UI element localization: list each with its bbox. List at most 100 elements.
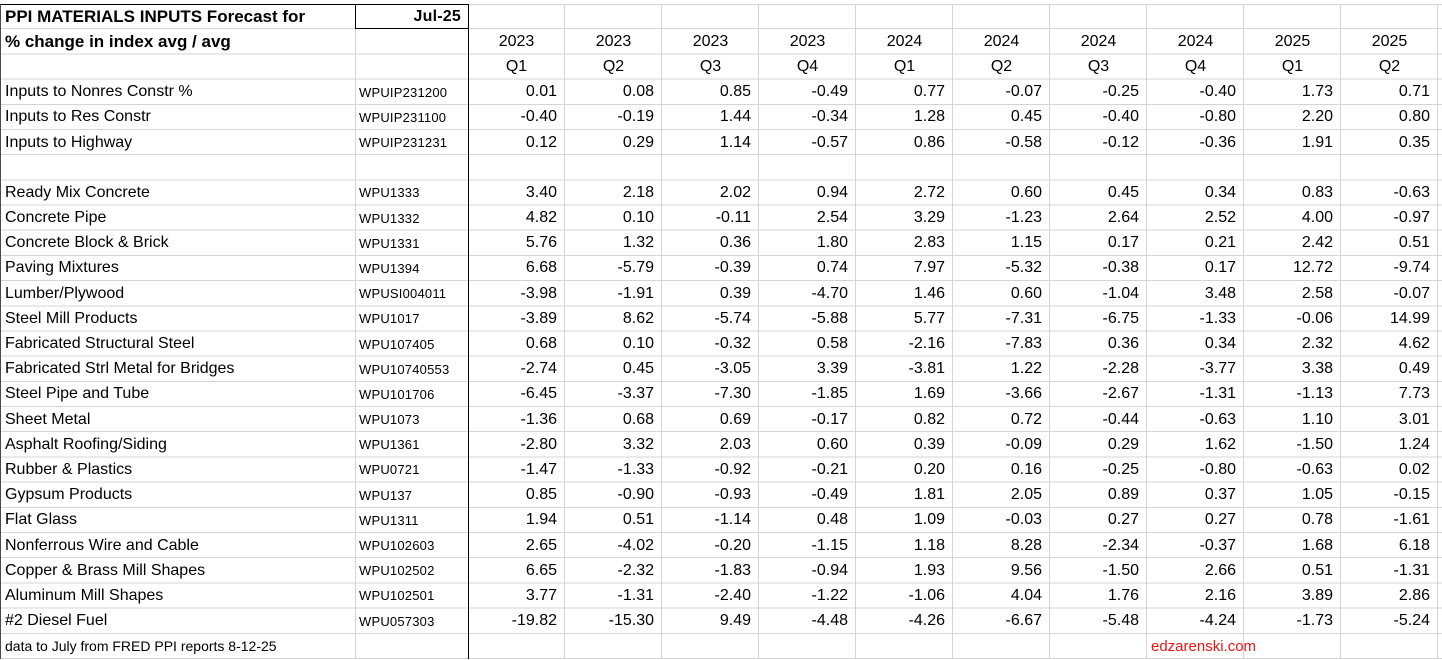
value-cell[interactable]: -0.19 — [617, 108, 654, 126]
series-code-cell[interactable]: WPUIP231200 — [359, 84, 448, 100]
value-cell[interactable]: -3.05 — [714, 360, 751, 378]
value-cell[interactable]: 0.10 — [622, 209, 654, 227]
value-cell[interactable]: -2.16 — [908, 335, 945, 353]
value-cell[interactable]: -3.98 — [520, 284, 557, 302]
value-cell[interactable]: 2.64 — [1107, 209, 1139, 227]
value-cell[interactable]: 2.02 — [719, 183, 751, 201]
row-label-cell[interactable]: Copper & Brass Mill Shapes — [5, 561, 206, 579]
value-cell[interactable]: 4.62 — [1398, 335, 1430, 353]
row-label-cell[interactable]: Concrete Block & Brick — [5, 234, 169, 252]
value-cell[interactable]: 7.73 — [1398, 385, 1430, 403]
value-cell[interactable]: 4.04 — [1010, 586, 1042, 604]
value-cell[interactable]: -5.74 — [714, 309, 751, 327]
value-cell[interactable]: -1.85 — [811, 385, 848, 403]
row-label-cell[interactable]: Sheet Metal — [5, 410, 91, 428]
value-cell[interactable]: 9.56 — [1010, 561, 1042, 579]
value-cell[interactable]: 2.20 — [1301, 108, 1333, 126]
value-cell[interactable]: -0.63 — [1296, 460, 1333, 478]
value-cell[interactable]: -2.34 — [1102, 536, 1139, 554]
value-cell[interactable]: 1.22 — [1010, 360, 1042, 378]
value-cell[interactable]: 0.69 — [719, 410, 751, 428]
empty-cell[interactable] — [355, 634, 468, 659]
year-header-cell[interactable]: 2023 — [498, 32, 535, 50]
value-cell[interactable]: -19.82 — [511, 612, 557, 630]
value-cell[interactable]: 0.45 — [622, 360, 654, 378]
value-cell[interactable]: -0.92 — [714, 460, 751, 478]
forecast-month-cell[interactable]: Jul-25 — [413, 7, 461, 25]
value-cell[interactable]: 1.76 — [1107, 586, 1139, 604]
value-cell[interactable]: -0.15 — [1393, 486, 1430, 504]
value-cell[interactable]: -1.22 — [811, 586, 848, 604]
row-label-cell[interactable]: Nonferrous Wire and Cable — [5, 536, 199, 554]
row-label-cell[interactable]: Inputs to Res Constr — [5, 108, 151, 126]
value-cell[interactable]: 1.81 — [913, 486, 945, 504]
value-cell[interactable]: 1.24 — [1398, 435, 1430, 453]
value-cell[interactable]: -1.47 — [520, 460, 557, 478]
value-cell[interactable]: -3.81 — [908, 360, 945, 378]
value-cell[interactable]: -5.48 — [1102, 612, 1139, 630]
value-cell[interactable]: 0.60 — [816, 435, 848, 453]
value-cell[interactable]: -0.17 — [811, 410, 848, 428]
quarter-header-cell[interactable]: Q4 — [796, 57, 819, 75]
value-cell[interactable]: 0.16 — [1010, 460, 1042, 478]
value-cell[interactable]: -5.32 — [1005, 259, 1042, 277]
value-cell[interactable]: -0.20 — [714, 536, 751, 554]
value-cell[interactable]: 0.39 — [719, 284, 751, 302]
year-header-cell[interactable]: 2024 — [983, 32, 1020, 50]
value-cell[interactable]: -0.49 — [811, 486, 848, 504]
value-cell[interactable]: 1.94 — [525, 511, 557, 529]
value-cell[interactable]: -0.07 — [1005, 83, 1042, 101]
value-cell[interactable]: 2.18 — [622, 183, 654, 201]
value-cell[interactable]: -1.04 — [1102, 284, 1139, 302]
row-label-cell[interactable]: Aluminum Mill Shapes — [5, 586, 164, 604]
value-cell[interactable]: -5.79 — [617, 259, 654, 277]
value-cell[interactable]: 0.17 — [1107, 234, 1139, 252]
value-cell[interactable]: -0.80 — [1199, 108, 1236, 126]
value-cell[interactable]: -0.39 — [714, 259, 751, 277]
value-cell[interactable]: 3.40 — [525, 183, 557, 201]
value-cell[interactable]: 0.20 — [913, 460, 945, 478]
value-cell[interactable]: 0.82 — [913, 410, 945, 428]
value-cell[interactable]: 1.68 — [1301, 536, 1333, 554]
value-cell[interactable]: -0.03 — [1005, 511, 1042, 529]
value-cell[interactable]: -2.40 — [714, 586, 751, 604]
value-cell[interactable]: 2.05 — [1010, 486, 1042, 504]
value-cell[interactable]: 14.99 — [1389, 309, 1430, 327]
series-code-cell[interactable]: WPUSI004011 — [359, 286, 447, 302]
value-cell[interactable]: 2.42 — [1301, 234, 1333, 252]
value-cell[interactable]: 2.32 — [1301, 335, 1333, 353]
value-cell[interactable]: 3.38 — [1301, 360, 1333, 378]
series-code-cell[interactable]: WPU1332 — [359, 210, 420, 226]
series-code-cell[interactable]: WPU101706 — [359, 386, 435, 402]
value-cell[interactable]: 5.77 — [913, 309, 945, 327]
value-cell[interactable]: 1.62 — [1204, 435, 1236, 453]
value-cell[interactable]: 4.00 — [1301, 209, 1333, 227]
value-cell[interactable]: 0.12 — [525, 133, 557, 151]
series-code-cell[interactable]: WPUIP231231 — [359, 135, 448, 151]
value-cell[interactable]: 2.66 — [1204, 561, 1236, 579]
value-cell[interactable]: 0.85 — [719, 83, 751, 101]
value-cell[interactable]: 1.69 — [913, 385, 945, 403]
value-cell[interactable]: -4.26 — [908, 612, 945, 630]
value-cell[interactable]: -9.74 — [1393, 259, 1430, 277]
value-cell[interactable]: 0.58 — [816, 335, 848, 353]
value-cell[interactable]: 0.27 — [1204, 511, 1236, 529]
value-cell[interactable]: -0.63 — [1199, 410, 1236, 428]
value-cell[interactable]: 1.80 — [816, 234, 848, 252]
value-cell[interactable]: -0.25 — [1102, 460, 1139, 478]
value-cell[interactable]: -4.24 — [1199, 612, 1236, 630]
value-cell[interactable]: 0.72 — [1010, 410, 1042, 428]
value-cell[interactable]: 0.29 — [1107, 435, 1139, 453]
value-cell[interactable]: 2.03 — [719, 435, 751, 453]
value-cell[interactable]: -3.89 — [520, 309, 557, 327]
value-cell[interactable]: -1.31 — [1199, 385, 1236, 403]
value-cell[interactable]: 0.68 — [525, 335, 557, 353]
value-cell[interactable]: 0.51 — [1398, 234, 1430, 252]
value-cell[interactable]: 1.05 — [1301, 486, 1333, 504]
value-cell[interactable]: 3.32 — [622, 435, 654, 453]
row-label-cell[interactable]: Paving Mixtures — [5, 259, 119, 277]
quarter-header-cell[interactable]: Q2 — [1378, 57, 1401, 75]
value-cell[interactable]: 0.77 — [913, 83, 945, 101]
value-cell[interactable]: 9.49 — [719, 612, 751, 630]
series-code-cell[interactable]: WPU1073 — [359, 412, 420, 428]
